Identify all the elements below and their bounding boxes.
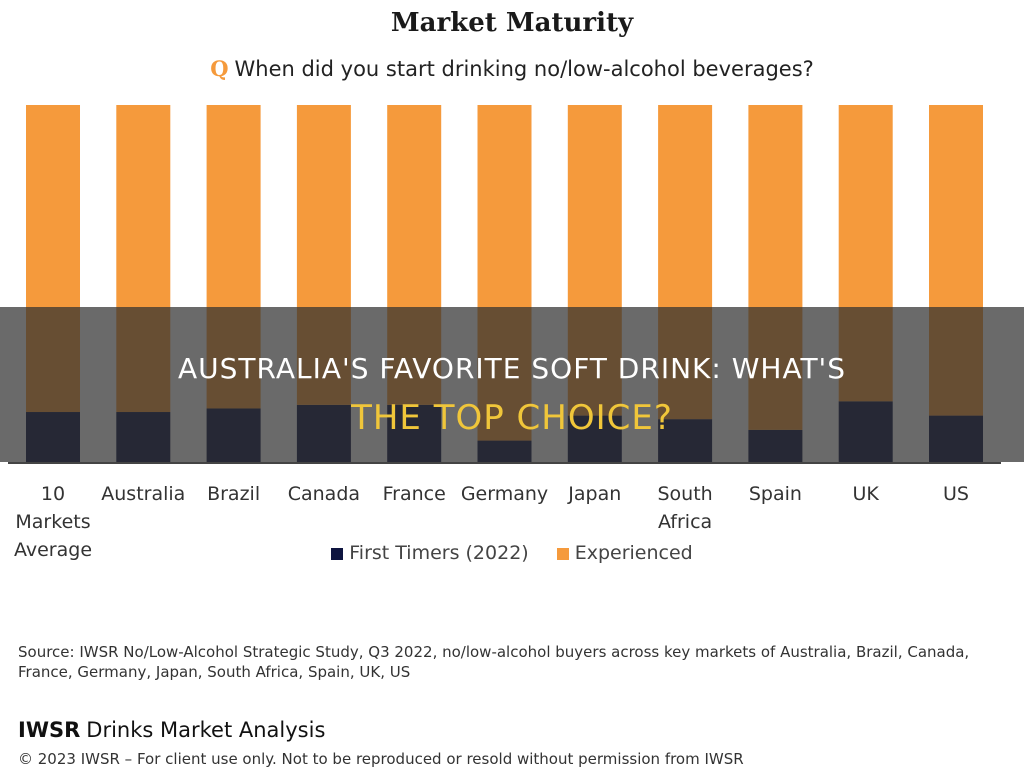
x-tick-label-line: US	[943, 483, 969, 505]
x-tick-label-line: Australia	[101, 483, 186, 505]
banner-headline-line2: THE TOP CHOICE?	[351, 398, 673, 438]
legend-swatch	[556, 547, 569, 560]
x-axis-labels: 10 Markets Average Australia Brazil Canada Fra…	[0, 480, 1024, 561]
x-tick-label-line: Africa	[657, 511, 713, 533]
legend-item: First Timers (2022)	[331, 542, 529, 564]
x-tick-label-line: Spain	[748, 483, 802, 505]
x-tick-label-line: Markets	[15, 511, 91, 533]
source-note: Source: IWSR No/Low-Alcohol Strategic St…	[18, 643, 970, 681]
x-tick-label-line: Average	[13, 539, 93, 561]
x-tick-label-line: South	[657, 483, 713, 505]
x-tick-label-line: Germany	[460, 483, 549, 505]
banner-headline-line1: AUSTRALIA'S FAVORITE SOFT DRINK: WHAT'S	[177, 352, 847, 385]
chart-title: Market Maturity	[390, 8, 634, 38]
title-banner	[0, 307, 1024, 462]
x-tick-label: France	[359, 480, 469, 508]
chart-legend: First Timers (2022) Experienced	[0, 542, 1024, 564]
survey-question: Q When did you start drinking no/low-alco…	[0, 56, 1024, 81]
x-tick-label-line: 10	[40, 483, 66, 505]
x-tick-label: 10 Markets Average	[0, 480, 108, 564]
x-tick-label-line: Brazil	[207, 483, 261, 505]
question-marker: Q	[210, 56, 229, 81]
legend-item: Experienced	[556, 542, 693, 564]
legend-label: Experienced	[574, 542, 693, 564]
x-tick-label: Australia	[88, 480, 198, 508]
x-tick-label-line: Canada	[287, 483, 361, 505]
x-tick-label: Japan	[540, 480, 650, 508]
x-tick-label-line: Japan	[568, 483, 622, 505]
legend-label: First Timers (2022)	[349, 542, 529, 564]
brand-logo-text: IWSR	[18, 718, 81, 742]
x-tick-label: Spain	[720, 480, 830, 508]
x-tick-label: Canada	[269, 480, 379, 508]
x-tick-label: South Africa	[630, 480, 740, 536]
brand-subtitle: Drinks Market Analysis	[86, 718, 326, 742]
legend-swatch	[331, 547, 344, 560]
x-tick-label: UK	[811, 480, 921, 508]
x-tick-label: Germany	[450, 480, 560, 508]
question-text: When did you start drinking no/low-alcoh…	[234, 57, 814, 81]
x-tick-label: Brazil	[179, 480, 289, 508]
brand-line: IWSR Drinks Market Analysis	[18, 718, 325, 742]
x-tick-label-line: France	[382, 483, 446, 505]
copyright-notice: © 2023 IWSR – For client use only. Not t…	[18, 750, 744, 768]
x-tick-label: US	[901, 480, 1011, 508]
x-tick-label-line: UK	[852, 483, 879, 505]
